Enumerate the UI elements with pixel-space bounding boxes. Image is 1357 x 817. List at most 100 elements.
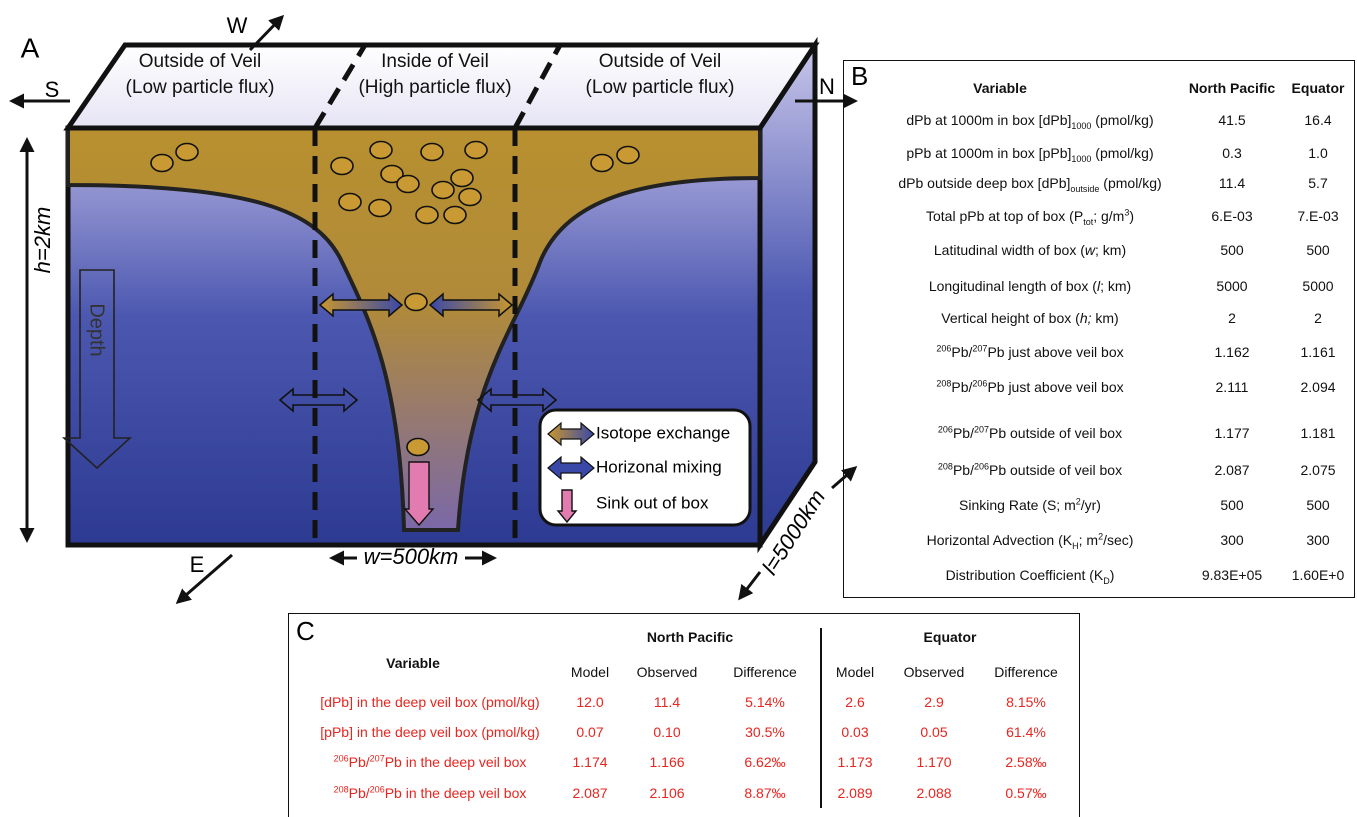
table-value: 2.9 [924, 694, 943, 710]
table-value: 0.57‰ [1005, 785, 1046, 801]
table-value: 11.4 [654, 694, 680, 710]
variable-label: Distribution Coefficient (KD) [946, 567, 1115, 583]
label-part: Longitudinal length of box ( [929, 278, 1097, 294]
variable-label: 206Pb/207Pb just above veil box [936, 344, 1123, 360]
table-value: 300 [1306, 532, 1329, 548]
label-part: Pb just above veil box [987, 344, 1123, 360]
box-diagram: A W S N E Outside of Veil (Low particle … [0, 0, 860, 620]
variable-label: [dPb] in the deep veil box (pmol/kg) [320, 694, 539, 710]
column-header: Difference [733, 664, 797, 680]
label-part: ; g/m [1093, 208, 1124, 224]
table-value: 0.05 [920, 724, 947, 740]
table-value: 0.07 [576, 724, 603, 740]
region-title: Inside of Veil [381, 51, 489, 72]
column-header: Model [571, 664, 609, 680]
label-part: Pb in the deep veil box [385, 785, 527, 801]
column-header: Difference [994, 664, 1058, 680]
table-value: 12.0 [576, 694, 603, 710]
label-part: Vertical height of box ( [941, 310, 1080, 326]
column-header: North Pacific [1189, 80, 1275, 96]
width-label: w=500km [364, 544, 459, 569]
arrow [178, 555, 232, 602]
label-part: tot [1083, 217, 1093, 227]
table-value: 2.106 [649, 785, 684, 801]
legend-label: Isotope exchange [596, 423, 730, 442]
figure: A W S N E Outside of Veil (Low particle … [0, 0, 1357, 817]
compass-label: S [45, 77, 60, 102]
region-title: Outside of Veil [139, 51, 262, 72]
variable-label: dPb outside deep box [dPb]outside (pmol/… [898, 175, 1161, 191]
particle [444, 207, 466, 224]
particle [405, 294, 427, 311]
table-value: 6.62‰ [744, 754, 785, 770]
label-part: Sinking Rate (S; m [959, 497, 1076, 513]
panel-label: C [296, 616, 315, 647]
table-value: 2.6 [845, 694, 864, 710]
label-part: outside [1070, 184, 1099, 194]
label-part: Pb outside of veil box [989, 462, 1122, 478]
column-header: Model [836, 664, 874, 680]
table-value: 1.177 [1214, 425, 1249, 441]
table-value: 41.5 [1218, 112, 1245, 128]
table-value: 2 [1314, 310, 1322, 326]
variable-label: Vertical height of box (h; km) [941, 310, 1118, 326]
table-value: 16.4 [1304, 112, 1331, 128]
label-part: 1000 [1071, 154, 1091, 164]
label-part: 206 [334, 753, 349, 763]
label-part: km) [1092, 310, 1119, 326]
particle [617, 147, 639, 164]
label-part: Latitudinal width of box ( [934, 242, 1085, 258]
label-part: Pb/ [953, 425, 974, 441]
table-value: 2.087 [1214, 462, 1249, 478]
region-subtitle: (Low particle flux) [126, 77, 275, 98]
column-header: Variable [386, 655, 440, 671]
label-part: 207 [972, 343, 987, 353]
variable-label: Horizontal Advection (KH; m2/sec) [927, 532, 1134, 548]
table-value: 1.166 [649, 754, 684, 770]
label-part: /sec) [1103, 532, 1133, 548]
label-part: (pmol/kg) [1091, 112, 1153, 128]
table-value: 300 [1220, 532, 1243, 548]
label-part: 206 [972, 378, 987, 388]
particle [176, 144, 198, 161]
table-value: 500 [1220, 242, 1243, 258]
table-value: 1.161 [1300, 344, 1335, 360]
table-value: 500 [1306, 497, 1329, 513]
table-value: 1.173 [837, 754, 872, 770]
table-value: 1.174 [572, 754, 607, 770]
divider [820, 628, 822, 808]
arrow [740, 572, 760, 598]
compass-label: E [190, 552, 205, 577]
label-part: pPb at 1000m in box [pPb] [906, 145, 1071, 161]
label-part: 208 [334, 784, 349, 794]
label-part: ; m [1079, 532, 1098, 548]
group-header: Equator [924, 629, 977, 645]
label-part: Pb in the deep veil box [385, 754, 527, 770]
label-part: ) [1110, 567, 1115, 583]
table-value: 500 [1220, 497, 1243, 513]
table-value: 1.170 [916, 754, 951, 770]
label-part: (pmol/kg) [1099, 175, 1161, 191]
variable-label: Sinking Rate (S; m2/yr) [959, 497, 1101, 513]
table-value: 1.181 [1300, 425, 1335, 441]
label-part: Pb/ [349, 754, 370, 770]
particle [151, 155, 173, 172]
label-part: Total pPb at top of box (P [926, 208, 1083, 224]
label-part: Pb/ [951, 344, 972, 360]
panel-label: B [851, 61, 868, 92]
table-value: 5000 [1216, 278, 1247, 294]
table-value: 1.162 [1214, 344, 1249, 360]
compass-label: W [227, 13, 248, 38]
table-value: 2.075 [1300, 462, 1335, 478]
variable-label: 208Pb/206Pb in the deep veil box [334, 785, 527, 801]
region-title: Outside of Veil [599, 51, 722, 72]
table-value: 6.E-03 [1211, 208, 1252, 224]
particle [397, 176, 419, 193]
table-value: 8.87‰ [744, 785, 785, 801]
table-value: 2 [1228, 310, 1236, 326]
compass-label: N [819, 74, 835, 99]
label-part: [dPb] in the deep veil box (pmol/kg) [320, 694, 539, 710]
particle [407, 439, 429, 456]
table-value: 2.088 [916, 785, 951, 801]
table-value: 5000 [1302, 278, 1333, 294]
